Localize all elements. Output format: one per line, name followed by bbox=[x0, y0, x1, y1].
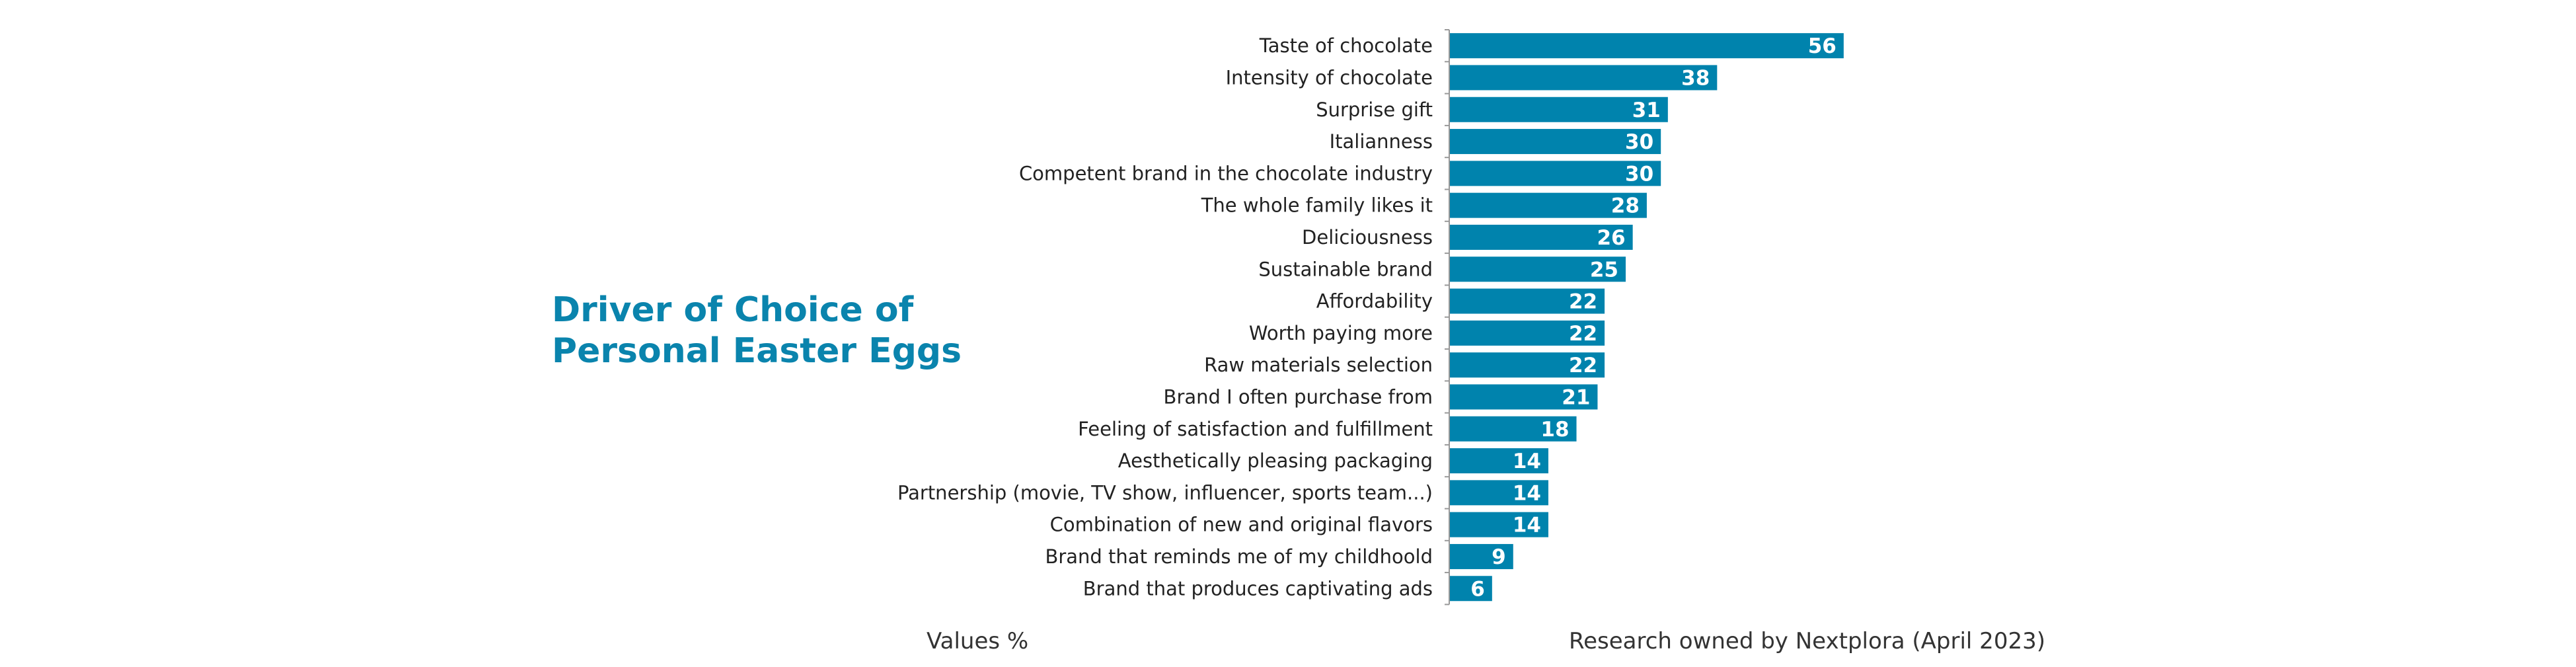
bar bbox=[1450, 97, 1668, 122]
data-label: 26 bbox=[1597, 226, 1625, 250]
category-label: Brand that produces captivating ads bbox=[1083, 577, 1433, 600]
data-label: 6 bbox=[1470, 577, 1485, 601]
title-line-2: Personal Easter Eggs bbox=[552, 331, 962, 371]
category-label: Worth paying more bbox=[1249, 322, 1433, 344]
bar bbox=[1450, 576, 1492, 602]
bar bbox=[1450, 129, 1661, 155]
bar bbox=[1450, 192, 1647, 218]
category-label: Brand I often purchase from bbox=[1164, 385, 1433, 408]
category-label: Aesthetically pleasing packaging bbox=[1118, 450, 1433, 472]
bar bbox=[1450, 33, 1844, 59]
data-label: 18 bbox=[1540, 418, 1569, 442]
bar bbox=[1450, 65, 1718, 91]
bar bbox=[1450, 224, 1633, 250]
bar bbox=[1450, 416, 1577, 442]
data-label: 22 bbox=[1569, 290, 1597, 314]
data-label: 9 bbox=[1492, 545, 1506, 569]
data-label: 14 bbox=[1513, 450, 1541, 473]
data-label: 22 bbox=[1569, 354, 1597, 377]
data-label: 38 bbox=[1681, 66, 1710, 90]
data-label: 30 bbox=[1625, 162, 1653, 186]
data-label: 30 bbox=[1625, 130, 1653, 154]
category-label: Feeling of satisfaction and fulfillment bbox=[1078, 418, 1433, 440]
category-label: The whole family likes it bbox=[1201, 194, 1433, 217]
category-label: Competent brand in the chocolate industr… bbox=[1019, 162, 1433, 184]
source-note: Research owned by Nextplora (April 2023) bbox=[1569, 628, 2045, 654]
category-label: Partnership (movie, TV show, influencer,… bbox=[897, 481, 1433, 504]
category-label: Sustainable brand bbox=[1258, 258, 1433, 280]
data-label: 14 bbox=[1513, 514, 1541, 537]
data-label: 22 bbox=[1569, 322, 1597, 346]
bar bbox=[1450, 161, 1661, 186]
category-label: Italianness bbox=[1330, 130, 1433, 153]
bar bbox=[1450, 352, 1605, 378]
bar bbox=[1450, 288, 1605, 314]
data-label: 14 bbox=[1513, 481, 1541, 505]
chart-title: Driver of Choice of Personal Easter Eggs bbox=[552, 290, 962, 372]
bar bbox=[1450, 543, 1513, 569]
data-label: 21 bbox=[1562, 385, 1590, 409]
category-label: Combination of new and original flavors bbox=[1050, 514, 1433, 536]
category-label: Affordability bbox=[1316, 290, 1433, 313]
data-label: 25 bbox=[1590, 258, 1618, 282]
bar bbox=[1450, 512, 1548, 537]
category-label: Taste of chocolate bbox=[1259, 34, 1433, 57]
bar bbox=[1450, 384, 1598, 410]
category-label: Deliciousness bbox=[1302, 226, 1433, 249]
bar bbox=[1450, 448, 1548, 474]
category-label: Brand that reminds me of my childhoold bbox=[1045, 545, 1433, 568]
bar bbox=[1450, 320, 1605, 346]
category-label: Intensity of chocolate bbox=[1226, 66, 1433, 89]
bar bbox=[1450, 480, 1548, 506]
data-label: 28 bbox=[1611, 194, 1640, 218]
data-label: 56 bbox=[1808, 34, 1837, 58]
bar bbox=[1450, 256, 1626, 282]
category-label: Raw materials selection bbox=[1204, 354, 1433, 376]
data-label: 31 bbox=[1632, 98, 1661, 122]
units-note: Values % bbox=[927, 628, 1029, 654]
category-label: Surprise gift bbox=[1316, 98, 1433, 121]
title-line-1: Driver of Choice of bbox=[552, 290, 914, 330]
